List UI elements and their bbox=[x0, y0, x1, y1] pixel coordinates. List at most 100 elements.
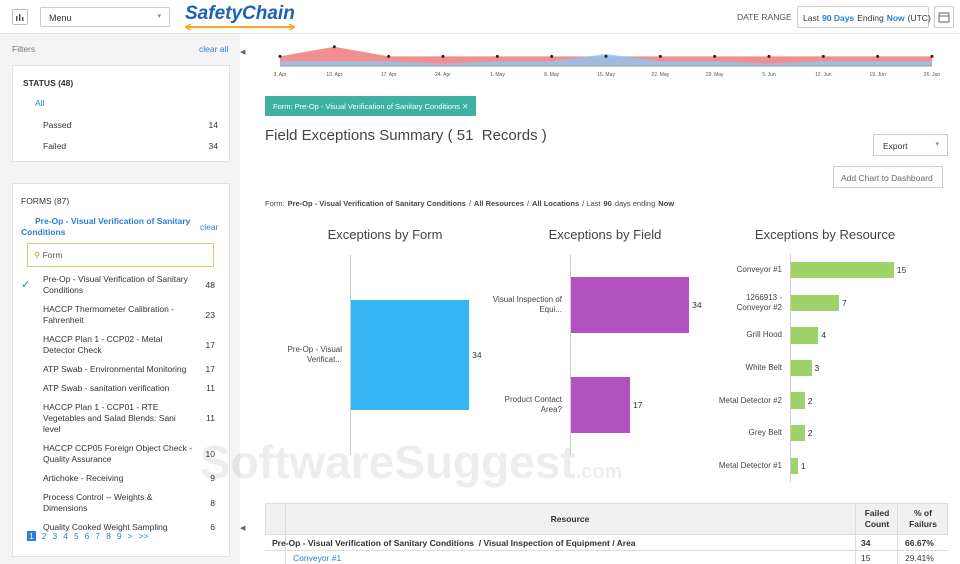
page-link[interactable]: > bbox=[127, 531, 133, 541]
form-item[interactable]: ATP Swab - sanitation verification 11 bbox=[21, 379, 221, 398]
timeline-point bbox=[550, 54, 554, 58]
chip-close[interactable]: ✕ bbox=[462, 102, 469, 111]
status-count: 34 bbox=[208, 140, 218, 151]
value-label: 7 bbox=[841, 297, 847, 308]
form-item[interactable]: HACCP Plan 1 - CCP02 - Metal Detector Ch… bbox=[21, 330, 221, 360]
col-divider bbox=[855, 503, 856, 564]
status-item[interactable]: Failed 34 bbox=[43, 135, 218, 156]
value-label: 17 bbox=[633, 400, 643, 410]
search-placeholder: Form bbox=[42, 250, 63, 260]
page-link[interactable]: 1 bbox=[27, 531, 36, 541]
timeline-chart: 3. Apr 10. Apr 17. Apr 24. Apr 1. May 8. May 1… bbox=[273, 45, 940, 78]
bar bbox=[791, 457, 798, 474]
page-link[interactable]: >> bbox=[138, 531, 149, 541]
form-count: 17 bbox=[205, 364, 215, 374]
menu-dropdown[interactable]: Menu ▾ bbox=[40, 7, 170, 27]
pagination: 1 2 3 4 5 6 7 8 9 > >> bbox=[27, 531, 149, 541]
page-link[interactable]: 3 bbox=[52, 531, 58, 541]
page-link[interactable]: 5 bbox=[73, 531, 79, 541]
status-list: Passed 14 Failed 34 bbox=[43, 114, 218, 156]
form-item[interactable]: Process Control -- Weights & Dimensions 8 bbox=[21, 488, 221, 518]
timeline-point bbox=[387, 54, 391, 58]
category-label: Grill Hood bbox=[746, 330, 782, 340]
header-resource: Resource bbox=[550, 514, 590, 524]
view-icon[interactable] bbox=[12, 9, 28, 25]
value-label: 3 bbox=[814, 363, 820, 373]
add-chart-button[interactable]: Add Chart to Dashboard bbox=[833, 166, 943, 188]
page-link[interactable]: 9 bbox=[116, 531, 122, 541]
calendar-icon bbox=[938, 12, 950, 23]
form-item[interactable]: Artichoke - Receiving 9 bbox=[21, 469, 221, 488]
text-segment: (UTC) bbox=[907, 13, 931, 23]
bar bbox=[791, 392, 805, 409]
form-count: 10 bbox=[205, 448, 215, 459]
row-count: 15 bbox=[861, 553, 871, 563]
form-label: ATP Swab - sanitation verification bbox=[43, 383, 170, 393]
page-link[interactable]: 6 bbox=[84, 531, 90, 541]
forms-title: FORMS (87) bbox=[21, 196, 70, 206]
date-range[interactable]: Last 90 Days Ending Now (UTC) bbox=[797, 6, 931, 28]
form-item[interactable]: HACCP CCP05 Foreign Object Check - Quali… bbox=[21, 439, 221, 469]
page-link[interactable]: 2 bbox=[41, 531, 47, 541]
page-link[interactable]: 4 bbox=[63, 531, 68, 541]
status-panel: STATUS (48) All Passed 14 Failed 34 bbox=[12, 65, 230, 162]
timeline-x-label: 12. Jun bbox=[815, 72, 832, 78]
export-button[interactable]: Export ▾ bbox=[873, 134, 948, 156]
text-segment: Ending bbox=[857, 13, 884, 23]
watermark: SoftwareSuggest.com bbox=[200, 435, 622, 489]
timeline-x-label: 1. May bbox=[490, 72, 506, 78]
category-label: Metal Detector #1 bbox=[718, 460, 782, 470]
form-count: 8 bbox=[210, 497, 215, 508]
bar bbox=[571, 277, 690, 333]
selected-form[interactable]: Pre-Op - Visual Verification of Sanitary… bbox=[21, 216, 191, 237]
timeline-x-label: 17. Apr bbox=[381, 72, 397, 78]
category-label: Visual Inspection of Equi... bbox=[492, 295, 562, 314]
filter-chip[interactable]: Form: Pre-Op - Visual Verification of Sa… bbox=[265, 96, 477, 116]
collapse-arrow[interactable]: ◀ bbox=[240, 525, 246, 532]
form-count: 9 bbox=[210, 473, 215, 483]
search-icon: ⚲ bbox=[34, 250, 43, 260]
form-item[interactable]: Quality Cooked Weight Sampling 6 bbox=[21, 518, 221, 537]
form-item[interactable]: ATP Swab - Environmental Monitoring 17 bbox=[21, 360, 221, 379]
calendar-button[interactable] bbox=[934, 6, 954, 28]
text-segment: Now bbox=[658, 199, 675, 208]
text-segment: All Resources bbox=[473, 199, 524, 208]
page-link[interactable]: 8 bbox=[106, 531, 111, 541]
bar bbox=[791, 327, 819, 344]
clear-all[interactable]: clear all bbox=[199, 44, 229, 54]
clear-form[interactable]: clear bbox=[200, 222, 219, 232]
row-label[interactable]: Conveyor #1 bbox=[293, 553, 342, 563]
form-label: HACCP Plan 1 - CCP01 - RTE Vegetables an… bbox=[43, 402, 176, 434]
timeline-point bbox=[713, 54, 717, 58]
group-count: 34 bbox=[861, 538, 871, 548]
category-label: Pre-Op - Visual Verificat... bbox=[287, 345, 342, 364]
timeline-point bbox=[278, 54, 282, 58]
form-count: 6 bbox=[210, 522, 215, 532]
timeline-x-label: 3. Apr bbox=[273, 72, 286, 78]
status-item[interactable]: Passed 14 bbox=[43, 114, 218, 135]
timeline-point bbox=[930, 54, 934, 58]
col-divider bbox=[897, 503, 898, 564]
forms-list: ✓ Pre-Op - Visual Verification of Sanitar… bbox=[21, 270, 221, 537]
bar bbox=[571, 377, 631, 433]
timeline-point bbox=[441, 54, 445, 58]
group-label: Pre-Op - Visual Verification of Sanitary… bbox=[272, 538, 636, 548]
timeline-point bbox=[876, 54, 880, 58]
bar bbox=[791, 262, 894, 279]
row-percent: 29.41% bbox=[905, 553, 934, 563]
status-all[interactable]: All bbox=[35, 98, 45, 108]
form-item[interactable]: HACCP Plan 1 - CCP01 - RTE Vegetables an… bbox=[21, 398, 221, 439]
form-item[interactable]: HACCP Thermometer Calibration - Fahrenhe… bbox=[21, 300, 221, 330]
chart-title: Exceptions by Resource bbox=[754, 227, 896, 242]
form-item[interactable]: ✓ Pre-Op - Visual Verification of Sanitar… bbox=[21, 270, 221, 300]
logo[interactable]: SafetyChain bbox=[185, 3, 295, 24]
summary-title: Field Exceptions Summary ( 51 Records ) bbox=[265, 127, 547, 144]
text-segment: Form: bbox=[265, 199, 285, 208]
timeline-x-label: 29. May bbox=[706, 72, 724, 78]
form-search[interactable]: ⚲ Form bbox=[27, 243, 214, 267]
page-link[interactable]: 7 bbox=[95, 531, 101, 541]
collapse-arrow[interactable]: ◀ bbox=[240, 49, 246, 56]
table-header bbox=[265, 503, 948, 535]
sidebar: Filters clear all STATUS (48) All Passed… bbox=[0, 34, 245, 564]
